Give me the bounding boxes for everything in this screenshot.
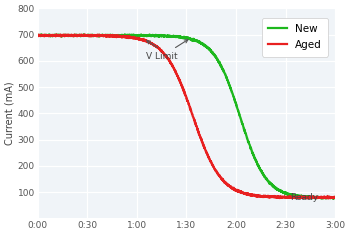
Text: V Limit: V Limit	[146, 52, 177, 62]
Aged	[36, 35, 40, 37]
New	[331, 197, 335, 200]
New	[333, 196, 337, 199]
New	[51, 34, 55, 37]
Y-axis label: Current (mA): Current (mA)	[5, 82, 15, 145]
Aged	[324, 196, 329, 199]
Aged	[326, 197, 330, 200]
Text: Ready: Ready	[290, 193, 318, 202]
Line: New: New	[38, 35, 335, 199]
Aged	[43, 33, 47, 36]
Aged	[270, 195, 274, 198]
Line: Aged: Aged	[38, 35, 335, 198]
New	[36, 33, 40, 36]
Aged	[324, 196, 329, 199]
New	[39, 33, 43, 36]
Aged	[173, 69, 177, 71]
Aged	[180, 86, 184, 89]
Aged	[51, 34, 55, 36]
New	[324, 196, 329, 199]
New	[324, 196, 329, 199]
New	[270, 184, 274, 187]
New	[173, 35, 177, 38]
New	[180, 36, 184, 39]
Legend: New, Aged: New, Aged	[262, 18, 328, 57]
Aged	[333, 196, 337, 199]
